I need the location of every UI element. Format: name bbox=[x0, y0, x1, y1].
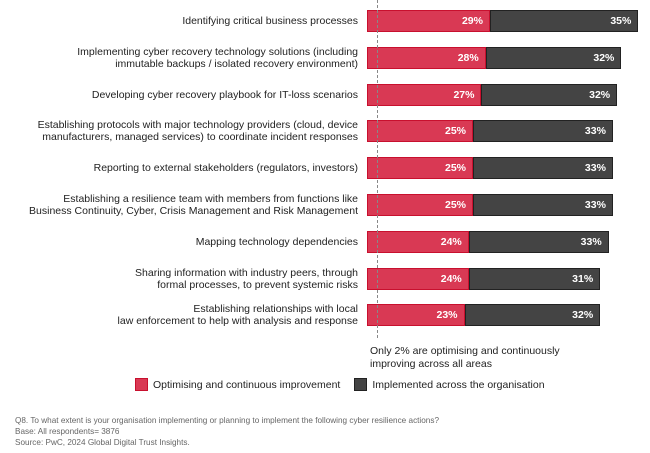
legend-swatch-dark bbox=[354, 378, 368, 391]
data-label: 24% bbox=[440, 235, 462, 248]
bar-optimising: 24% bbox=[367, 230, 469, 253]
legend-label: Implemented across the organisation bbox=[372, 378, 545, 391]
category-label: Establishing protocols with major techno… bbox=[18, 119, 358, 143]
data-label: 33% bbox=[580, 235, 602, 248]
category-label: Establishing relationships with local law… bbox=[18, 303, 358, 327]
category-label: Implementing cyber recovery technology s… bbox=[18, 46, 358, 70]
category-label: Developing cyber recovery playbook for I… bbox=[18, 89, 358, 101]
bar-optimising: 25% bbox=[367, 120, 473, 143]
bar-implemented: 33% bbox=[473, 120, 613, 143]
bar-implemented: 33% bbox=[473, 194, 613, 216]
category-label-line: Establishing a resilience team with memb… bbox=[63, 193, 358, 205]
category-label-line: Sharing information with industry peers,… bbox=[135, 266, 358, 279]
data-label: 28% bbox=[457, 51, 479, 64]
data-label: 33% bbox=[584, 199, 606, 211]
bar-implemented: 33% bbox=[468, 230, 609, 253]
data-label: 25% bbox=[444, 199, 466, 211]
category-label-line: Business Continuity, Cyber, Crisis Manag… bbox=[29, 205, 358, 217]
footnote: Q8. To what extent is your organisation … bbox=[15, 415, 439, 448]
bar-implemented: 31% bbox=[468, 267, 601, 290]
data-label: 24% bbox=[440, 272, 462, 285]
category-label-line: Developing cyber recovery playbook for I… bbox=[91, 88, 358, 101]
legend-item-optimising: Optimising and continuous improvement bbox=[135, 378, 340, 391]
data-label: 32% bbox=[572, 309, 594, 322]
data-label: 31% bbox=[572, 272, 594, 285]
footnote-question: Q8. To what extent is your organisation … bbox=[15, 416, 440, 425]
category-label-line: immutable backups / isolated recovery en… bbox=[115, 57, 358, 70]
category-label: Mapping technology dependencies bbox=[18, 236, 358, 248]
category-label-line: formal processes, to prevent systemic ri… bbox=[157, 278, 358, 291]
bar-optimising: 25% bbox=[367, 157, 473, 180]
category-label-line: law enforcement to help with analysis an… bbox=[117, 315, 358, 328]
data-label: 27% bbox=[453, 88, 475, 101]
data-label: 35% bbox=[610, 15, 632, 27]
category-label-line: Establishing relationships with local bbox=[193, 303, 358, 316]
reference-annotation: Only 2% are optimising and continuously … bbox=[370, 345, 560, 370]
category-label-line: Implementing cyber recovery technology s… bbox=[77, 45, 358, 58]
bar-optimising: 23% bbox=[367, 304, 465, 327]
bar-implemented: 35% bbox=[489, 10, 639, 32]
data-label: 33% bbox=[584, 162, 606, 175]
data-label: 23% bbox=[436, 309, 458, 322]
data-label: 32% bbox=[589, 88, 611, 101]
bar-implemented: 32% bbox=[464, 304, 601, 327]
bar-implemented: 32% bbox=[485, 46, 622, 69]
bar-implemented: 33% bbox=[473, 157, 613, 180]
category-label-line: Establishing protocols with major techno… bbox=[37, 119, 358, 132]
data-label: 32% bbox=[593, 51, 615, 64]
category-label-line: manufacturers, managed services) to coor… bbox=[42, 131, 358, 144]
data-label: 25% bbox=[444, 125, 466, 138]
bar-optimising: 27% bbox=[367, 83, 482, 106]
data-label: 29% bbox=[461, 15, 483, 27]
category-label-line: Reporting to external stakeholders (regu… bbox=[93, 162, 358, 175]
category-label-line: Mapping technology dependencies bbox=[195, 235, 358, 248]
legend-item-implemented: Implemented across the organisation bbox=[354, 378, 545, 391]
bar-optimising: 24% bbox=[367, 267, 469, 290]
legend-label: Optimising and continuous improvement bbox=[153, 378, 341, 391]
bar-optimising: 28% bbox=[367, 46, 486, 69]
reference-line-2pct bbox=[377, 0, 379, 338]
category-label: Establishing a resilience team with memb… bbox=[18, 193, 358, 217]
data-label: 25% bbox=[444, 162, 466, 175]
footnote-source: Source: PwC, 2024 Global Digital Trust I… bbox=[15, 438, 190, 447]
category-label-line: Identifying critical business processes bbox=[182, 15, 358, 27]
bar-implemented: 32% bbox=[481, 83, 618, 106]
category-label: Reporting to external stakeholders (regu… bbox=[18, 162, 358, 174]
legend-swatch-red bbox=[135, 378, 148, 391]
legend: Optimising and continuous improvement Im… bbox=[135, 378, 545, 391]
bar-optimising: 25% bbox=[367, 194, 473, 216]
data-label: 33% bbox=[584, 125, 606, 138]
footnote-base: Base: All respondents= 3876 bbox=[15, 427, 120, 436]
category-label: Identifying critical business processes bbox=[18, 15, 358, 27]
bar-optimising: 29% bbox=[367, 10, 490, 32]
category-label: Sharing information with industry peers,… bbox=[18, 267, 358, 291]
stacked-bar-chart: Identifying critical business processes 2… bbox=[18, 10, 639, 327]
